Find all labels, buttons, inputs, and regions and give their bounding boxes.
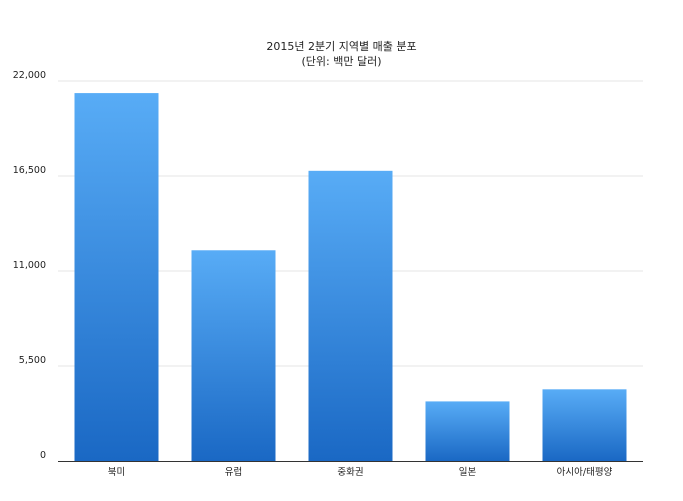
y-axis-ticks: 0 5,500 11,000 16,500 22,000 <box>13 70 46 461</box>
y-tick-label: 11,000 <box>13 260 46 271</box>
x-axis-ticks: 북미 유럽 중화권 일본 아시아/태평양 <box>108 466 613 478</box>
y-tick-label: 22,000 <box>13 70 46 81</box>
x-tick-label: 일본 <box>459 467 477 478</box>
x-tick-label: 유럽 <box>225 467 242 478</box>
bar <box>542 389 627 461</box>
y-tick-label: 0 <box>40 450 46 461</box>
bars <box>74 93 627 461</box>
bar <box>74 93 159 461</box>
bar <box>425 401 510 461</box>
bar <box>191 250 276 461</box>
y-tick-label: 5,500 <box>19 355 46 366</box>
x-tick-label: 아시아/태평양 <box>557 467 613 478</box>
x-tick-label: 북미 <box>108 467 125 478</box>
y-tick-label: 16,500 <box>13 165 46 176</box>
chart-title: 2015년 2분기 지역별 매출 분포 <box>266 40 416 53</box>
chart-subtitle: (단위: 백만 달러) <box>301 55 381 68</box>
bar <box>308 170 393 461</box>
x-tick-label: 중화권 <box>337 466 363 478</box>
